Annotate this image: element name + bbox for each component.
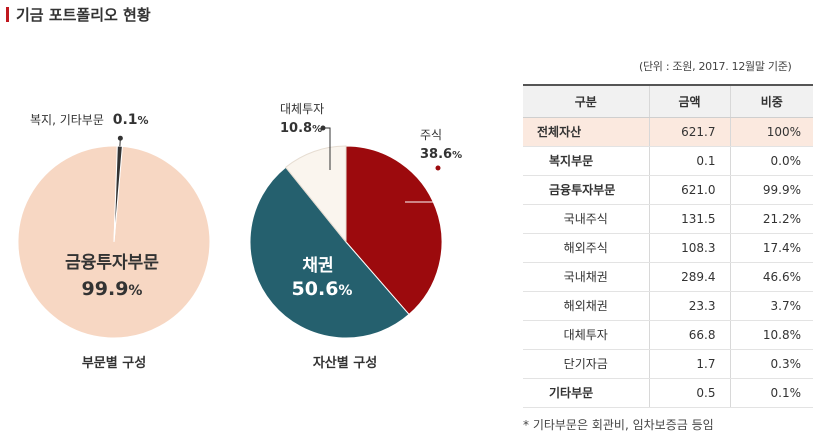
slice-value-stock: 38.6% — [420, 147, 462, 162]
leader-dot-welfare — [117, 135, 123, 141]
pie-chart-sector: 복지, 기타부문 0.1% 금융투자부문 99.9% 부문별 구성 — [17, 112, 211, 371]
table-row: 기타부문 0.5 0.1% — [523, 378, 813, 408]
slice-label-welfare: 복지, 기타부문 0.1% — [30, 112, 149, 128]
cell-amount: 66.8 — [648, 320, 730, 350]
cell-category: 전체자산 — [523, 117, 649, 147]
pie-slice-stock — [345, 145, 443, 316]
cell-share: 10.8% — [729, 320, 813, 350]
pie-slice-alternative — [285, 145, 347, 244]
cell-amount: 621.0 — [648, 175, 730, 205]
table-row: 복지부문 0.1 0.0% — [523, 146, 813, 176]
cell-amount: 131.5 — [648, 204, 730, 234]
table-row: 금융투자부문 621.0 99.9% — [523, 175, 813, 205]
table-row: 전체자산 621.7 100% — [523, 117, 813, 147]
cell-amount: 0.5 — [648, 378, 730, 408]
slice-label-bond: 채권 — [302, 256, 333, 276]
cell-amount: 0.1 — [648, 146, 730, 176]
table-row: 해외채권 23.3 3.7% — [523, 291, 813, 321]
leader-dot-alternative — [320, 125, 326, 131]
slice-value-finance: 99.9% — [82, 278, 143, 300]
table-header-row: 구분 금액 비중 — [523, 85, 813, 118]
cell-category: 해외채권 — [523, 291, 649, 321]
cell-share: 100% — [729, 117, 813, 147]
slice-label-finance: 금융투자부문 — [65, 253, 159, 273]
cell-share: 0.1% — [729, 378, 813, 408]
pie-chart-asset: 주식 38.6% 대체투자 10.8% 채권 50.6% 자산별 구성 — [249, 102, 462, 371]
cell-amount: 1.7 — [648, 349, 730, 379]
cell-share: 99.9% — [729, 175, 813, 205]
cell-category: 국내채권 — [523, 262, 649, 292]
slice-label-stock: 주식 — [420, 128, 442, 142]
cell-amount: 108.3 — [648, 233, 730, 263]
cell-share: 46.6% — [729, 262, 813, 292]
cell-category: 기타부문 — [523, 378, 649, 408]
table-row: 국내채권 289.4 46.6% — [523, 262, 813, 292]
cell-category: 복지부문 — [523, 146, 649, 176]
page-title: 기금 포트폴리오 현황 — [16, 6, 151, 24]
table-row: 단기자금 1.7 0.3% — [523, 349, 813, 379]
cell-share: 0.3% — [729, 349, 813, 379]
cell-share: 0.0% — [729, 146, 813, 176]
chart-title-sector: 부문별 구성 — [82, 355, 146, 371]
cell-category: 국내주식 — [523, 204, 649, 234]
chart-title-asset: 자산별 구성 — [313, 355, 377, 371]
page-header: 기금 포트폴리오 현황 — [6, 4, 151, 25]
col-header-amount: 금액 — [648, 85, 730, 118]
slice-value-bond: 50.6% — [292, 278, 353, 300]
cell-share: 17.4% — [729, 233, 813, 263]
col-header-share: 비중 — [729, 85, 813, 118]
cell-category: 단기자금 — [523, 349, 649, 379]
col-header-category: 구분 — [523, 85, 649, 118]
table-row: 대체투자 66.8 10.8% — [523, 320, 813, 350]
table-row: 해외주식 108.3 17.4% — [523, 233, 813, 263]
cell-share: 21.2% — [729, 204, 813, 234]
pie-slice-welfare — [113, 145, 123, 243]
cell-amount: 289.4 — [648, 262, 730, 292]
cell-category: 대체투자 — [523, 320, 649, 350]
pie-slice-bond — [249, 166, 410, 339]
cell-category: 해외주식 — [523, 233, 649, 263]
slice-value-alternative: 10.8% — [280, 121, 322, 136]
unit-note: (단위 : 조원, 2017. 12월말 기준) — [639, 60, 792, 73]
cell-amount: 621.7 — [648, 117, 730, 147]
title-accent-bar — [6, 7, 9, 22]
cell-share: 3.7% — [729, 291, 813, 321]
portfolio-table: 구분 금액 비중 전체자산 621.7 100% 복지부문 0.1 0.0% 금융투자부문 6… — [523, 84, 813, 408]
leader-dot-stock — [435, 165, 441, 171]
table-row: 국내주식 131.5 21.2% — [523, 204, 813, 234]
leader-line-stock — [405, 168, 439, 203]
slice-label-alternative: 대체투자 — [280, 102, 324, 116]
footnote: * 기타부문은 회관비, 임차보증금 등임 — [523, 418, 714, 432]
cell-category: 금융투자부문 — [523, 175, 649, 205]
cell-amount: 23.3 — [648, 291, 730, 321]
